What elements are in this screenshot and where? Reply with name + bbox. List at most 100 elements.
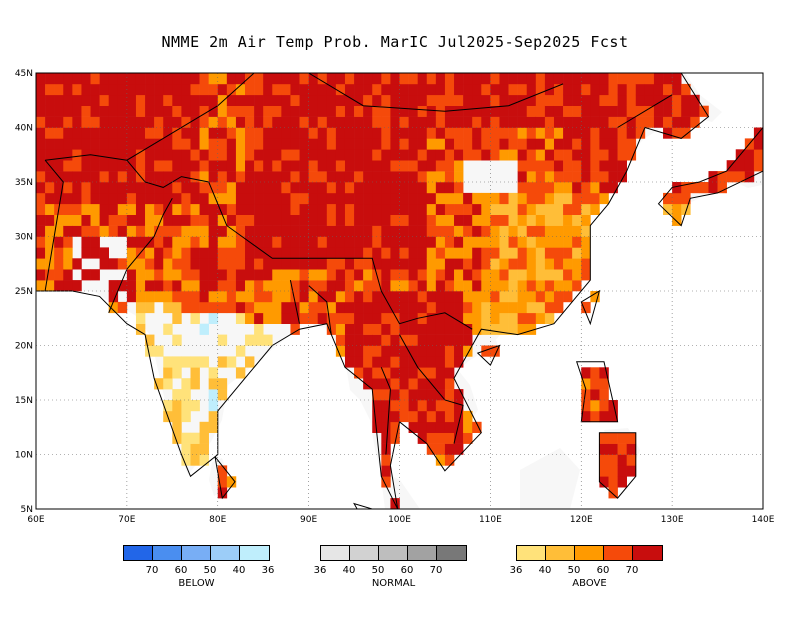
probability-cell bbox=[417, 94, 428, 106]
probability-cell bbox=[326, 116, 337, 128]
probability-cell bbox=[235, 280, 246, 292]
probability-cell bbox=[390, 116, 400, 128]
probability-cell bbox=[472, 291, 482, 303]
probability-cell bbox=[372, 356, 382, 368]
probability-cell bbox=[408, 323, 418, 335]
probability-cell bbox=[90, 203, 100, 215]
probability-cell bbox=[517, 258, 528, 270]
probability-cell bbox=[363, 334, 373, 346]
probability-cell bbox=[372, 258, 382, 270]
probability-cell bbox=[245, 203, 255, 215]
probability-cell bbox=[199, 236, 209, 248]
probability-cell bbox=[217, 138, 228, 150]
probability-cell bbox=[154, 171, 164, 183]
probability-cell bbox=[154, 73, 164, 85]
probability-cell bbox=[463, 105, 473, 117]
probability-cell bbox=[272, 182, 282, 194]
probability-cell bbox=[390, 214, 400, 226]
probability-cell bbox=[399, 214, 409, 226]
probability-cell bbox=[390, 301, 400, 314]
probability-cell bbox=[553, 83, 564, 96]
probability-cell bbox=[108, 171, 119, 183]
probability-cell bbox=[454, 345, 464, 357]
probability-cell bbox=[381, 454, 391, 466]
probability-cell bbox=[54, 94, 64, 106]
probability-cell bbox=[399, 192, 409, 205]
probability-cell bbox=[235, 160, 246, 172]
probability-cell bbox=[590, 367, 600, 379]
probability-cell bbox=[63, 127, 73, 139]
probability-cell bbox=[81, 105, 91, 117]
legend-normal-swatch bbox=[379, 546, 408, 560]
probability-cell bbox=[181, 280, 191, 292]
probability-cell bbox=[235, 94, 246, 106]
coastline-mainland bbox=[36, 73, 710, 509]
probability-cell bbox=[217, 236, 228, 248]
probability-cell bbox=[344, 73, 355, 85]
probability-cell bbox=[426, 400, 437, 412]
probability-cell bbox=[581, 127, 591, 139]
probability-cell bbox=[226, 182, 237, 194]
probability-cell bbox=[463, 301, 473, 314]
probability-cell bbox=[254, 203, 264, 215]
probability-cell bbox=[490, 280, 500, 292]
probability-cell bbox=[326, 160, 337, 172]
probability-cell bbox=[281, 291, 291, 303]
probability-cell bbox=[299, 105, 309, 117]
probability-cell bbox=[399, 94, 409, 106]
probability-cell bbox=[217, 116, 228, 128]
probability-cell bbox=[490, 73, 500, 85]
probability-cell bbox=[181, 432, 191, 444]
probability-cell bbox=[544, 116, 555, 128]
probability-cell bbox=[290, 236, 300, 248]
probability-cell bbox=[135, 192, 146, 205]
probability-cell bbox=[299, 83, 309, 96]
probability-cell bbox=[517, 236, 528, 248]
probability-cell bbox=[435, 192, 446, 205]
probability-cell bbox=[63, 73, 73, 85]
probability-cell bbox=[599, 400, 609, 412]
probability-cell bbox=[517, 182, 528, 194]
probability-cell bbox=[735, 160, 746, 172]
probability-cell bbox=[326, 182, 337, 194]
probability-cell bbox=[381, 192, 391, 205]
probability-cell bbox=[199, 105, 209, 117]
probability-cell bbox=[472, 116, 482, 128]
probability-cell bbox=[254, 258, 264, 270]
probability-cell bbox=[108, 182, 119, 194]
probability-cell bbox=[399, 225, 409, 237]
probability-cell bbox=[572, 203, 582, 215]
probability-cell bbox=[563, 149, 573, 161]
probability-cell bbox=[172, 214, 182, 226]
probability-cell bbox=[235, 312, 246, 324]
probability-cell bbox=[235, 73, 246, 85]
probability-cell bbox=[208, 301, 219, 314]
probability-cell bbox=[454, 269, 464, 281]
probability-cell bbox=[717, 182, 727, 194]
probability-cell bbox=[526, 83, 537, 96]
probability-cell bbox=[617, 73, 627, 85]
probability-cell bbox=[54, 214, 64, 226]
probability-cell bbox=[199, 192, 209, 205]
probability-cell bbox=[463, 258, 473, 270]
probability-cell bbox=[381, 105, 391, 117]
probability-cell bbox=[663, 105, 673, 117]
probability-cell bbox=[390, 291, 400, 303]
probability-cell bbox=[544, 73, 555, 85]
probability-cell bbox=[163, 94, 173, 106]
probability-cell bbox=[90, 116, 100, 128]
legend-below: 70 60 50 40 36 BELOW bbox=[123, 545, 274, 589]
probability-cell bbox=[435, 83, 446, 96]
probability-cell bbox=[444, 171, 455, 183]
probability-cell bbox=[463, 410, 473, 423]
probability-cell bbox=[108, 116, 119, 128]
probability-cell bbox=[644, 105, 655, 117]
probability-cell bbox=[290, 171, 300, 183]
probability-cell bbox=[426, 192, 437, 205]
legend-above-ticks: 36 40 50 60 70 bbox=[510, 565, 661, 578]
probability-cell bbox=[372, 301, 382, 314]
probability-cell bbox=[399, 389, 409, 401]
probability-cell bbox=[263, 171, 273, 183]
probability-cell bbox=[63, 94, 73, 106]
probability-cell bbox=[626, 138, 637, 150]
